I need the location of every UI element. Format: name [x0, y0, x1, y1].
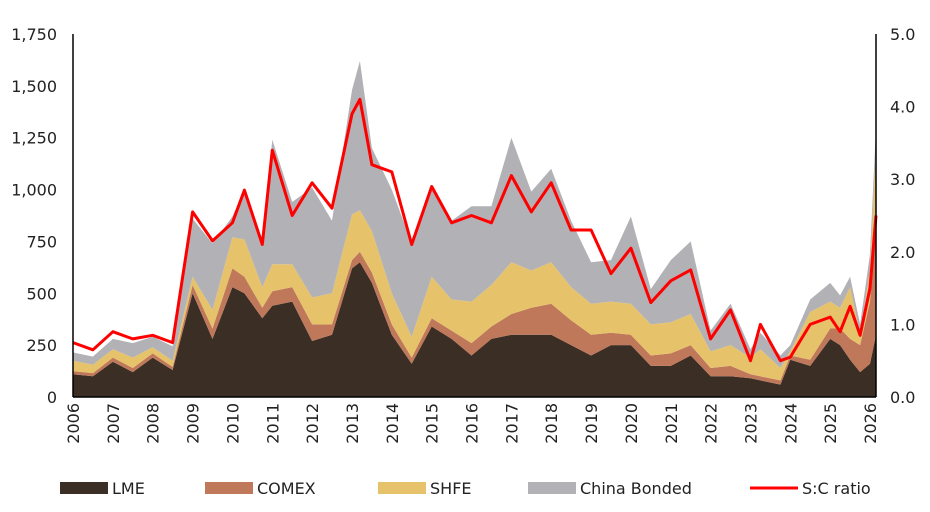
x-tick-label: 2025: [821, 403, 840, 444]
y2-tick-label: 1.0: [890, 315, 915, 334]
area-comex: [73, 210, 876, 385]
x-tick-label: 2006: [64, 403, 83, 444]
x-tick-label: 2011: [263, 403, 282, 444]
legend-item-lme: LME: [60, 479, 145, 498]
x-tick-label: 2010: [223, 403, 242, 444]
x-tick-label: 2017: [502, 403, 521, 444]
legend-swatch: [528, 482, 576, 494]
area-shfe: [73, 148, 876, 381]
legend-swatch: [60, 482, 108, 494]
legend-label: COMEX: [257, 479, 316, 498]
x-tick-label: 2013: [343, 403, 362, 444]
x-tick-label: 2021: [662, 403, 681, 444]
x-tick-label: 2007: [104, 403, 123, 444]
y2-tick-label: 2.0: [890, 243, 915, 262]
legend-item-comex: COMEX: [205, 479, 316, 498]
y-tick-label: 500: [26, 284, 57, 303]
y-tick-label: 0: [47, 388, 57, 407]
legend-label: China Bonded: [580, 479, 692, 498]
y2-tick-label: 5.0: [890, 25, 915, 44]
axes: 0 250 500 750 1,000 1,250 1,500 1,750 0.0 1.0 2.0 3…: [11, 25, 915, 444]
legend-label: SHFE: [430, 479, 472, 498]
x-tick-label: 2020: [622, 403, 641, 444]
legend-item-shfe: SHFE: [378, 479, 472, 498]
x-tick-label: 2019: [582, 403, 601, 444]
legend: LME COMEX SHFE China Bonded S:C ratio: [60, 479, 871, 498]
y-tick-label: 1,750: [11, 25, 57, 44]
x-tick-label: 2018: [542, 403, 561, 444]
area-china-bonded: [73, 61, 876, 368]
y-tick-label: 1,250: [11, 129, 57, 148]
x-tick-label: 2014: [383, 403, 402, 444]
legend-label: S:C ratio: [802, 479, 871, 498]
y2-tick-label: 0.0: [890, 388, 915, 407]
legend-item-china-bonded: China Bonded: [528, 479, 692, 498]
y-tick-label: 1,500: [11, 77, 57, 96]
y-tick-label: 1,000: [11, 181, 57, 200]
x-tick-label: 2016: [463, 403, 482, 444]
x-tick-label: 2012: [303, 403, 322, 444]
ratio-line-layer: [72, 97, 878, 363]
y2-tick-label: 4.0: [890, 98, 915, 117]
legend-swatch: [205, 482, 253, 494]
y2-tick-label: 3.0: [890, 170, 915, 189]
legend-item-s-c-ratio: S:C ratio: [750, 479, 871, 498]
legend-label: LME: [112, 479, 145, 498]
stacked-areas: [73, 61, 876, 397]
x-tick-label: 2026: [861, 403, 880, 444]
area-lme: [73, 262, 876, 397]
x-tick-label: 2009: [184, 403, 203, 444]
x-tick-label: 2015: [423, 403, 442, 444]
x-tick-label: 2008: [144, 403, 163, 444]
y-tick-label: 250: [26, 336, 57, 355]
x-tick-label: 2023: [741, 403, 760, 444]
legend-swatch: [378, 482, 426, 494]
line-sc-ratio: [72, 97, 878, 363]
x-tick-label: 2022: [702, 403, 721, 444]
x-tick-label: 2024: [781, 403, 800, 444]
y-tick-label: 750: [26, 232, 57, 251]
